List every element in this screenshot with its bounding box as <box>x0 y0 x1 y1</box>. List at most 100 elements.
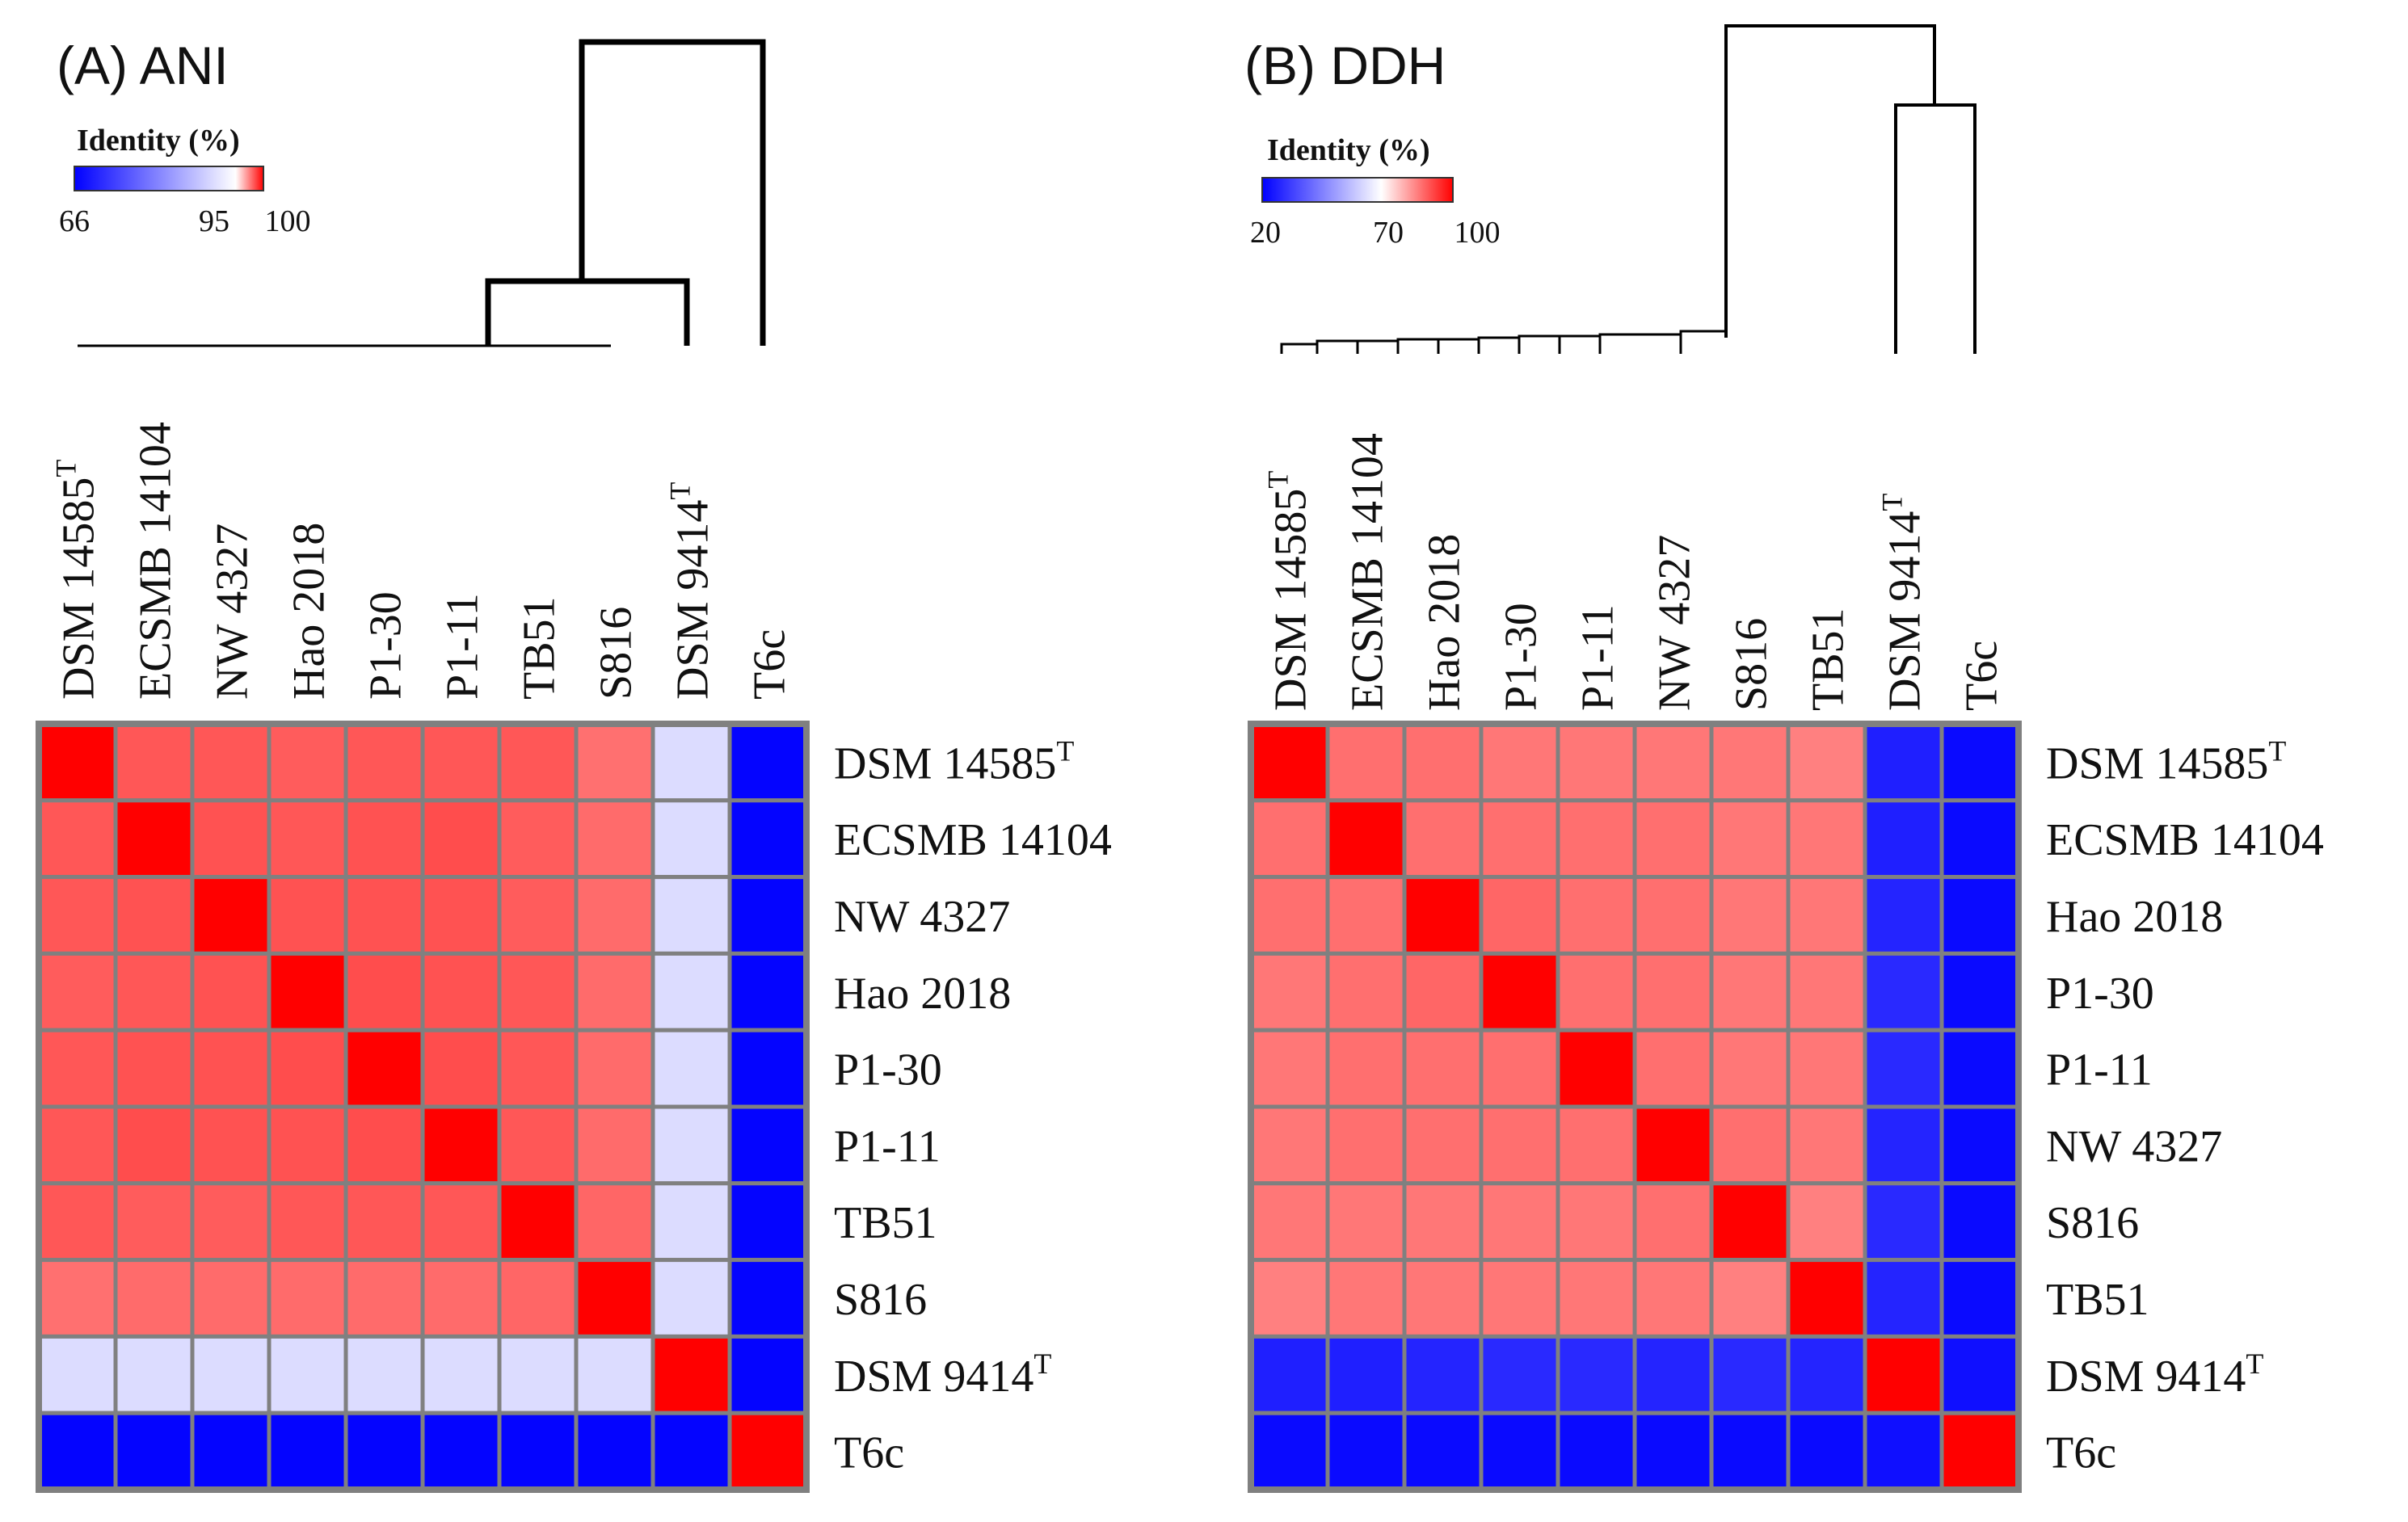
ddh-cell-r6-c7 <box>1786 1181 1867 1263</box>
ddh-cell-r2-c7 <box>1786 875 1867 956</box>
ddh-cell-r4-c0 <box>1248 1028 1330 1109</box>
ddh-cell-r2-c9 <box>1939 875 2021 956</box>
ddh-dendrogram <box>1280 24 1976 354</box>
ddh-cell-r5-c5 <box>1632 1104 1714 1186</box>
ani-cell-r5-c5 <box>420 1104 502 1186</box>
ddh-cell-r7-c4 <box>1556 1258 1637 1339</box>
ani-cell-r6-c6 <box>497 1181 579 1263</box>
ddh-cell-r8-c8 <box>1863 1334 1944 1415</box>
ani-column-label: DSM 14585T <box>50 460 104 700</box>
ani-cell-r3-c2 <box>190 951 272 1032</box>
ddh-cell-r2-c6 <box>1709 875 1791 956</box>
ani-cell-r6-c9 <box>727 1181 809 1263</box>
ani-cell-r5-c4 <box>343 1104 425 1186</box>
ddh-cell-r8-c7 <box>1786 1334 1867 1415</box>
ani-cell-r4-c6 <box>497 1028 579 1109</box>
ddh-cell-r1-c4 <box>1556 798 1637 880</box>
ani-cell-r7-c1 <box>113 1258 195 1339</box>
ani-cell-r4-c2 <box>190 1028 272 1109</box>
ani-legend-colorbar <box>74 166 264 191</box>
ani-cell-r7-c3 <box>267 1258 348 1339</box>
ddh-cell-r1-c8 <box>1863 798 1944 880</box>
ddh-cell-r3-c9 <box>1939 951 2021 1032</box>
ani-cell-r9-c9 <box>727 1411 809 1492</box>
ddh-row-label: Hao 2018 <box>2046 892 2223 942</box>
ani-column-label: Hao 2018 <box>284 523 335 700</box>
ddh-row-label: P1-11 <box>2046 1045 2153 1095</box>
ddh-cell-r5-c1 <box>1325 1104 1407 1186</box>
ani-cell-r6-c8 <box>650 1181 732 1263</box>
ddh-cell-r9-c9 <box>1939 1411 2021 1492</box>
ani-cell-r2-c5 <box>420 875 502 956</box>
ani-cell-r5-c2 <box>190 1104 272 1186</box>
ddh-cell-r1-c5 <box>1632 798 1714 880</box>
ddh-cell-r8-c3 <box>1479 1334 1560 1415</box>
ddh-cell-r7-c9 <box>1939 1258 2021 1339</box>
ddh-cell-r2-c1 <box>1325 875 1407 956</box>
ddh-column-label: Hao 2018 <box>1420 534 1470 711</box>
ani-cell-r2-c9 <box>727 875 809 956</box>
ddh-row-label: DSM 9414T <box>2046 1348 2263 1402</box>
ddh-cell-r7-c6 <box>1709 1258 1791 1339</box>
ani-cell-r5-c8 <box>650 1104 732 1186</box>
ddh-cell-r5-c6 <box>1709 1104 1791 1186</box>
ddh-cell-r4-c9 <box>1939 1028 2021 1109</box>
ani-cell-r7-c4 <box>343 1258 425 1339</box>
ani-column-label: S816 <box>591 607 642 700</box>
ddh-cell-r8-c5 <box>1632 1334 1714 1415</box>
ddh-cell-r6-c4 <box>1556 1181 1637 1263</box>
ani-cell-r5-c6 <box>497 1104 579 1186</box>
ddh-cell-r7-c2 <box>1402 1258 1484 1339</box>
ddh-cell-r7-c8 <box>1863 1258 1944 1339</box>
ani-cell-r7-c0 <box>36 1258 118 1339</box>
ani-cell-r1-c7 <box>574 798 655 880</box>
ani-cell-r3-c7 <box>574 951 655 1032</box>
ddh-cell-r6-c8 <box>1863 1181 1944 1263</box>
ani-cell-r1-c5 <box>420 798 502 880</box>
ddh-color-legend: Identity (%) 20 70 100 <box>1250 133 1501 250</box>
ddh-cell-r4-c5 <box>1632 1028 1714 1109</box>
ddh-cell-r0-c7 <box>1786 721 1867 803</box>
ani-panel: (A) ANI Identity (%) 66 95 100 DSM 14585… <box>36 36 1112 1493</box>
ddh-cell-r2-c2 <box>1402 875 1484 956</box>
ddh-cell-r1-c2 <box>1402 798 1484 880</box>
ddh-cell-r3-c6 <box>1709 951 1791 1032</box>
ddh-panel: (B) DDH Identity (%) 20 70 100 DSM 14585… <box>1244 24 2324 1493</box>
ddh-legend-colorbar <box>1261 177 1454 203</box>
ani-cell-r2-c0 <box>36 875 118 956</box>
ani-cell-r8-c8 <box>650 1334 732 1415</box>
ddh-row-label: TB51 <box>2046 1275 2149 1325</box>
ddh-cell-r0-c1 <box>1325 721 1407 803</box>
ddh-legend-tick-max: 100 <box>1454 216 1501 250</box>
ani-cell-r8-c9 <box>727 1334 809 1415</box>
ddh-cell-r2-c4 <box>1556 875 1637 956</box>
ddh-cell-r9-c6 <box>1709 1411 1791 1492</box>
ddh-cell-r7-c1 <box>1325 1258 1407 1339</box>
ddh-cell-r5-c0 <box>1248 1104 1330 1186</box>
ddh-cell-r3-c4 <box>1556 951 1637 1032</box>
ani-cell-r1-c1 <box>113 798 195 880</box>
ani-cell-r9-c6 <box>497 1411 579 1492</box>
ddh-cell-r5-c7 <box>1786 1104 1867 1186</box>
ddh-cell-r0-c2 <box>1402 721 1484 803</box>
ddh-row-label: T6c <box>2046 1428 2116 1478</box>
ani-cell-r0-c6 <box>497 721 579 803</box>
ani-cell-r9-c2 <box>190 1411 272 1492</box>
ddh-cell-r9-c0 <box>1248 1411 1330 1492</box>
ddh-cell-r1-c6 <box>1709 798 1791 880</box>
ddh-column-label: S816 <box>1727 618 1777 711</box>
ani-cell-r3-c6 <box>497 951 579 1032</box>
ddh-cell-r9-c1 <box>1325 1411 1407 1492</box>
ddh-cell-r6-c2 <box>1402 1181 1484 1263</box>
ani-cell-r6-c7 <box>574 1181 655 1263</box>
ddh-cell-r7-c7 <box>1786 1258 1867 1339</box>
ani-cell-r3-c0 <box>36 951 118 1032</box>
ani-cell-r2-c7 <box>574 875 655 956</box>
ani-cell-r2-c6 <box>497 875 579 956</box>
ddh-legend-tick-min: 20 <box>1250 216 1281 250</box>
ani-column-labels: DSM 14585T ECSMB 14104 NW 4327 Hao 2018 P1-3… <box>50 422 795 700</box>
ani-cell-r6-c5 <box>420 1181 502 1263</box>
ani-cell-r4-c1 <box>113 1028 195 1109</box>
ani-cell-r9-c5 <box>420 1411 502 1492</box>
ani-cell-r3-c8 <box>650 951 732 1032</box>
